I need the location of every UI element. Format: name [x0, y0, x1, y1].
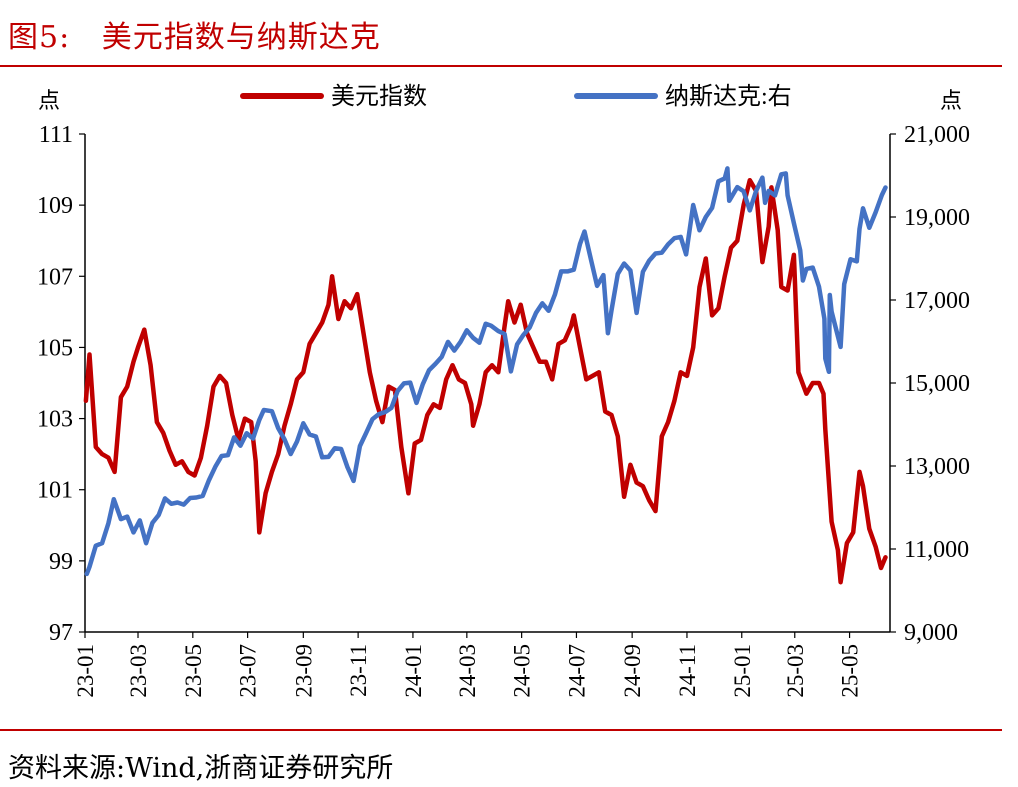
- x-tick-label: 24-07: [564, 644, 589, 698]
- right-tick-label: 15,000: [904, 371, 970, 397]
- x-tick-label: 23-11: [346, 644, 371, 697]
- x-tick-label: 23-05: [181, 644, 206, 698]
- x-tick-label: 24-11: [675, 644, 700, 697]
- right-tick-label: 11,000: [904, 537, 969, 563]
- series-layer: [83, 166, 888, 585]
- nasdaq-line: [84, 166, 888, 577]
- legend-label: 美元指数: [331, 83, 427, 110]
- x-tick-label: 23-09: [291, 644, 316, 698]
- x-tick-label: 24-05: [510, 644, 535, 698]
- bottom-rule: [0, 729, 1002, 731]
- chart: 97 99 101 103 105 107 109 111 9,000 11,000 13,000 1…: [37, 83, 970, 698]
- usd-index-line: [83, 177, 888, 585]
- source-note: 资料来源:Wind,浙商证券研究所: [8, 753, 394, 784]
- x-tick-label: 23-03: [126, 644, 151, 698]
- left-tick-label: 101: [37, 478, 73, 504]
- x-tick-label: 24-03: [455, 644, 480, 698]
- x-tick-label: 24-09: [620, 644, 645, 698]
- right-tick-label: 21,000: [904, 122, 970, 148]
- axes-layer: 97 99 101 103 105 107 109 111 9,000 11,000 13,000 1…: [37, 88, 970, 698]
- x-tick-label: 23-01: [73, 644, 98, 698]
- left-axis-unit: 点: [38, 88, 60, 113]
- x-tick-label: 25-05: [838, 644, 863, 698]
- left-tick-label: 107: [37, 264, 73, 290]
- right-tick-label: 17,000: [904, 288, 970, 314]
- left-tick-label: 99: [49, 549, 73, 575]
- left-tick-label: 97: [49, 620, 73, 646]
- right-tick-label: 9,000: [904, 620, 958, 646]
- right-tick-label: 19,000: [904, 205, 970, 231]
- left-tick-label: 105: [37, 335, 73, 361]
- x-tick-label: 25-03: [783, 644, 808, 698]
- legend-label: 纳斯达克:右: [665, 83, 792, 110]
- left-tick-label: 109: [37, 193, 73, 219]
- figure-title: 图5: 美元指数与纳斯达克: [8, 20, 381, 55]
- left-tick-label: 111: [39, 122, 73, 148]
- top-rule: [0, 65, 1002, 67]
- left-tick-label: 103: [37, 407, 73, 433]
- right-tick-label: 13,000: [904, 454, 970, 480]
- legend: 美元指数 纳斯达克:右: [240, 83, 792, 110]
- right-axis-unit: 点: [940, 88, 962, 113]
- x-tick-label: 23-07: [236, 644, 261, 698]
- x-tick-label: 24-01: [401, 644, 426, 698]
- x-tick-label: 25-01: [730, 644, 755, 698]
